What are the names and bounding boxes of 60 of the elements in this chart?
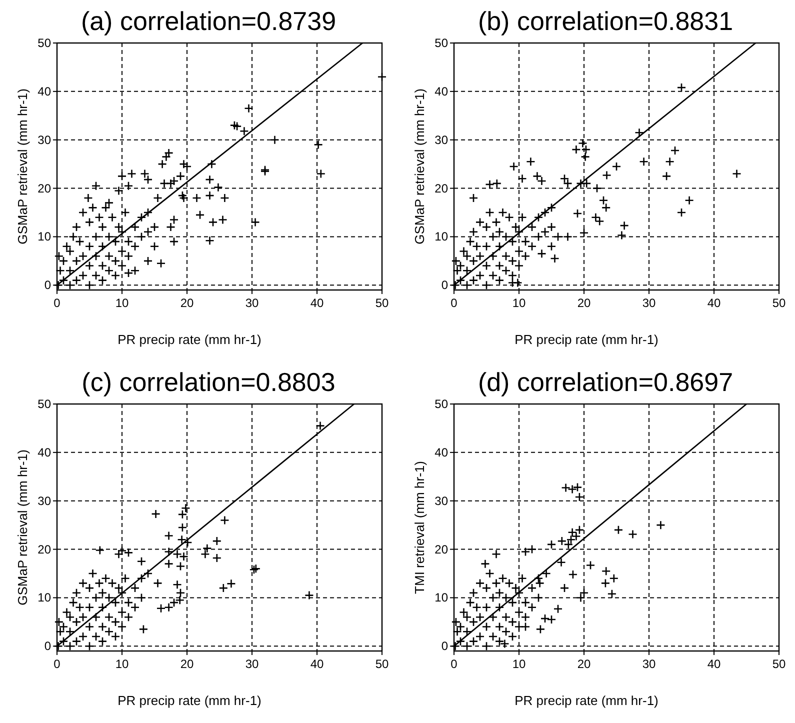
- x-tick-label: 40: [310, 657, 324, 671]
- y-tick-label: 10: [434, 590, 448, 605]
- x-tick-label: 0: [54, 296, 61, 310]
- y-axis-title: GSMaP retrieval (mm hr-1): [15, 88, 30, 244]
- x-tick-label: 40: [707, 296, 721, 310]
- x-tick-label: 10: [512, 657, 526, 671]
- x-tick-label: 30: [642, 657, 656, 671]
- y-tick-label: 10: [434, 230, 448, 244]
- x-tick-label: 30: [245, 296, 259, 310]
- y-tick-label: 20: [38, 181, 52, 196]
- y-axis-title: GSMaP retrieval (mm hr-1): [15, 450, 30, 606]
- x-tick-label: 0: [54, 657, 61, 671]
- y-tick-label: 30: [434, 494, 448, 508]
- x-axis-title: PR precip rate (mm hr-1): [514, 693, 658, 708]
- y-axis-title: TMI retrieval (mm hr-1): [412, 461, 427, 594]
- y-tick-label: 30: [38, 132, 52, 147]
- x-tick-label: 20: [180, 296, 194, 310]
- x-axis-title: PR precip rate (mm hr-1): [514, 332, 658, 347]
- x-tick-label: 30: [245, 657, 259, 671]
- y-tick-label: 10: [38, 230, 52, 244]
- y-tick-label: 0: [441, 278, 448, 292]
- chart-title: (c) correlation=0.8803: [82, 367, 336, 397]
- y-tick-label: 50: [434, 36, 448, 50]
- y-tick-label: 30: [434, 132, 448, 147]
- y-tick-label: 0: [44, 278, 52, 292]
- y-tick-label: 20: [38, 542, 52, 556]
- x-tick-label: 50: [375, 657, 389, 671]
- chart-title: (d) correlation=0.8697: [478, 367, 734, 397]
- x-tick-label: 0: [450, 296, 458, 310]
- y-tick-label: 50: [38, 397, 52, 411]
- x-tick-label: 40: [310, 296, 324, 310]
- x-tick-label: 0: [450, 657, 458, 671]
- x-tick-label: 10: [512, 296, 526, 310]
- x-tick-label: 10: [115, 657, 129, 671]
- chart-title: (b) correlation=0.8831: [478, 6, 734, 36]
- y-tick-label: 20: [434, 542, 448, 556]
- x-tick-label: 20: [180, 657, 194, 671]
- y-tick-label: 40: [434, 445, 448, 460]
- x-tick-label: 50: [375, 296, 389, 310]
- y-tick-label: 0: [441, 639, 448, 654]
- y-tick-label: 40: [38, 84, 52, 98]
- y-tick-label: 0: [44, 639, 52, 654]
- y-axis-title: GSMaP retrieval (mm hr-1): [412, 88, 427, 244]
- x-tick-label: 50: [772, 296, 786, 310]
- y-tick-label: 10: [38, 590, 52, 605]
- x-tick-label: 30: [642, 296, 656, 310]
- x-axis-title: PR precip rate (mm hr-1): [118, 332, 262, 347]
- y-tick-label: 50: [38, 36, 52, 50]
- x-axis-title: PR precip rate (mm hr-1): [118, 693, 262, 708]
- y-tick-label: 30: [38, 494, 52, 508]
- x-tick-label: 40: [707, 657, 721, 671]
- chart-title: (a) correlation=0.8739: [80, 6, 336, 36]
- x-tick-label: 20: [577, 296, 591, 310]
- y-tick-label: 40: [38, 445, 52, 460]
- x-tick-label: 10: [115, 296, 129, 310]
- y-tick-label: 40: [434, 84, 448, 98]
- y-tick-label: 20: [434, 181, 448, 196]
- x-tick-label: 20: [577, 657, 591, 671]
- x-tick-label: 50: [772, 657, 786, 671]
- y-tick-label: 50: [434, 397, 448, 411]
